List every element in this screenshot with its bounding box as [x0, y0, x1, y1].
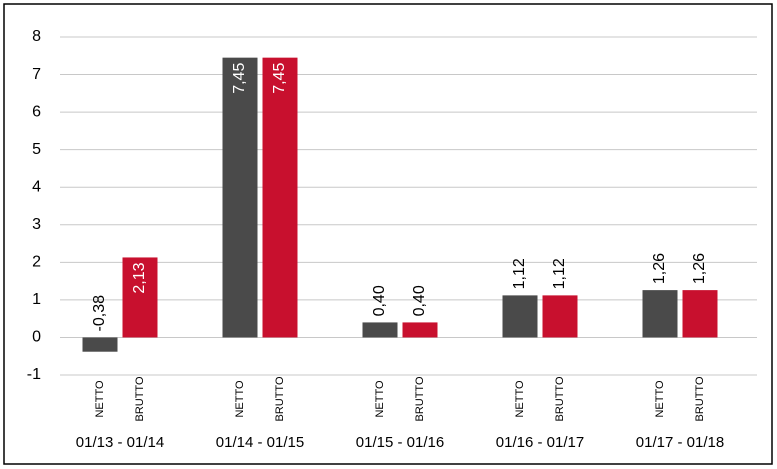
bar — [682, 290, 718, 338]
series-label: NETTO — [374, 380, 386, 418]
bar — [222, 57, 258, 338]
bar — [502, 295, 538, 338]
series-label: BRUTTO — [694, 376, 706, 421]
series-label: NETTO — [94, 380, 106, 418]
series-label: BRUTTO — [554, 376, 566, 421]
bar — [82, 337, 118, 352]
value-label: 2,13 — [131, 262, 148, 293]
y-tick-label: 2 — [32, 254, 41, 271]
y-tick-label: 4 — [32, 178, 41, 195]
y-tick-label: 8 — [32, 28, 41, 45]
value-label: -0,38 — [91, 295, 108, 332]
value-label: 7,45 — [231, 63, 248, 94]
x-tick-label: 01/16 - 01/17 — [496, 434, 584, 451]
y-tick-label: 5 — [32, 141, 41, 158]
x-tick-label: 01/17 - 01/18 — [636, 434, 724, 451]
y-tick-label: 7 — [32, 66, 41, 83]
series-label: NETTO — [234, 380, 246, 418]
bar — [122, 257, 158, 338]
value-label: 0,40 — [411, 285, 428, 316]
series-label: NETTO — [514, 380, 526, 418]
series-label: BRUTTO — [134, 376, 146, 421]
value-label: 1,26 — [691, 253, 708, 284]
x-tick-label: 01/14 - 01/15 — [216, 434, 304, 451]
value-label: 7,45 — [271, 63, 288, 94]
series-label: BRUTTO — [414, 376, 426, 421]
value-label: 1,12 — [511, 258, 528, 289]
y-tick-label: 6 — [32, 103, 41, 120]
x-tick-label: 01/15 - 01/16 — [356, 434, 444, 451]
value-label: 1,26 — [651, 253, 668, 284]
bar — [362, 322, 398, 338]
y-tick-label: 0 — [32, 329, 41, 346]
bar — [402, 322, 438, 338]
bar — [542, 295, 578, 338]
bar — [642, 290, 678, 338]
series-label: BRUTTO — [274, 376, 286, 421]
x-tick-label: 01/13 - 01/14 — [76, 434, 164, 451]
bar — [262, 57, 298, 338]
frame — [3, 3, 773, 465]
y-tick-label: -1 — [27, 366, 41, 383]
y-tick-label: 1 — [32, 291, 41, 308]
y-tick-label: 3 — [32, 216, 41, 233]
value-label: 1,12 — [551, 258, 568, 289]
value-label: 0,40 — [371, 285, 388, 316]
series-label: NETTO — [654, 380, 666, 418]
